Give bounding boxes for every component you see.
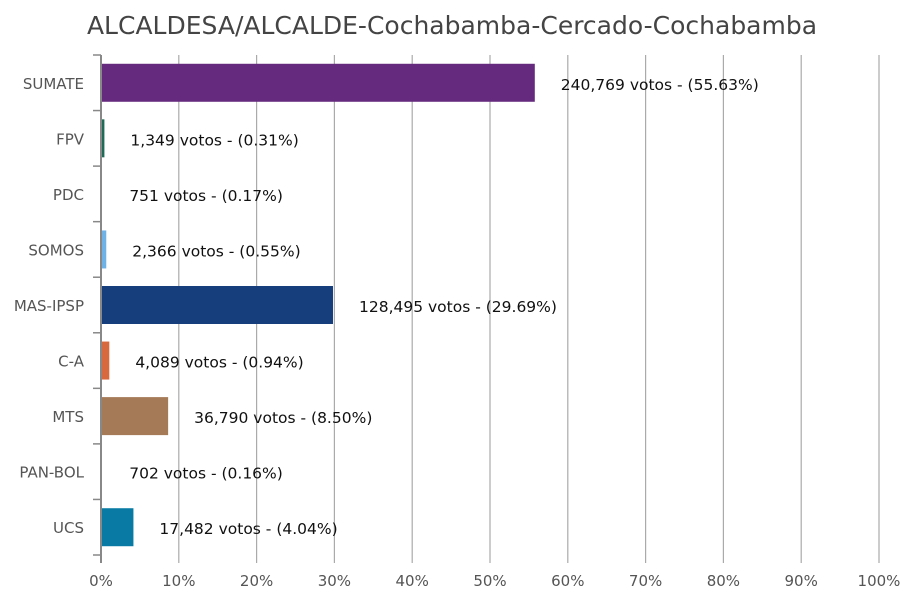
data-label: 751 votos - (0.17%) [129,187,283,205]
category-label: MAS-IPSP [14,297,84,315]
bar-somos[interactable] [102,230,107,269]
x-tick-label: 40% [396,572,429,590]
x-tick-label: 50% [473,572,506,590]
x-tick-label: 70% [629,572,662,590]
data-label: 128,495 votos - (29.69%) [359,298,557,316]
bar-pan-bol[interactable] [102,452,104,491]
bar-fpv[interactable] [102,119,105,158]
x-tick-label: 10% [162,572,195,590]
category-label: C-A [58,353,85,371]
data-label: 4,089 votos - (0.94%) [135,354,303,372]
bar-c-a[interactable] [102,341,110,380]
bar-sumate[interactable] [102,63,535,102]
category-label: SUMATE [23,75,84,93]
x-tick-label: 90% [785,572,818,590]
bar-ucs[interactable] [102,508,134,547]
x-tick-label: 0% [89,572,113,590]
x-tick-label: 30% [318,572,351,590]
category-label: FPV [56,130,85,148]
data-label: 702 votos - (0.16%) [129,465,283,483]
chart-title: ALCALDESA/ALCALDE-Cochabamba-Cercado-Coc… [87,11,817,40]
category-label: SOMOS [28,241,84,259]
bar-pdc[interactable] [102,174,104,213]
data-label: 1,349 votos - (0.31%) [130,131,298,149]
x-tick-label: 80% [707,572,740,590]
bar-mas-ipsp[interactable] [102,286,333,324]
category-label: UCS [53,519,84,537]
data-label: 240,769 votos - (55.63%) [561,76,759,94]
x-tick-label: 60% [551,572,584,590]
category-label: PDC [53,186,84,204]
x-tick-label: 20% [240,572,273,590]
category-label: PAN-BOL [19,464,84,482]
bar-mts[interactable] [102,397,169,436]
data-label: 17,482 votos - (4.04%) [159,520,337,538]
data-label: 36,790 votos - (8.50%) [194,409,372,427]
data-label: 2,366 votos - (0.55%) [132,242,300,260]
category-label: MTS [52,408,84,426]
x-tick-label: 100% [858,572,901,590]
